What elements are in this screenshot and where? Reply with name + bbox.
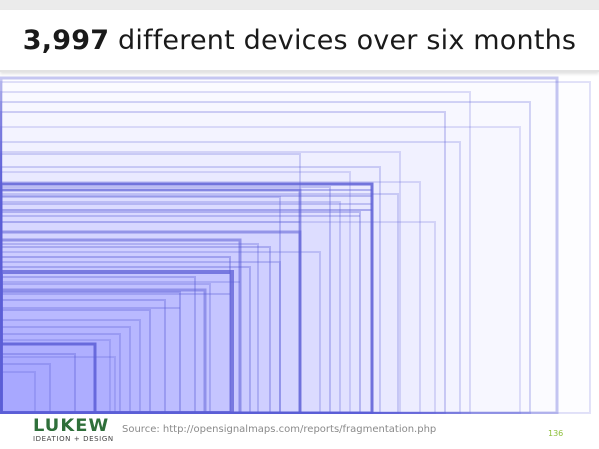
- slide-title: 3,997 different devices over six months: [23, 25, 576, 56]
- lukew-logo: LUKEW IDEATION + DESIGN: [33, 417, 117, 445]
- logo-wordmark: LUKEW: [33, 416, 110, 436]
- title-text: different devices over six months: [109, 24, 577, 56]
- title-device-count: 3,997: [22, 24, 110, 56]
- logo-tagline: IDEATION + DESIGN: [33, 435, 114, 443]
- device-screen-sizes-diagram: [0, 76, 591, 414]
- top-rule: [0, 0, 599, 10]
- device-screen-box: [0, 288, 207, 414]
- slide-number: 136: [548, 429, 564, 438]
- source-citation: Source: http://opensignalmaps.com/report…: [122, 424, 437, 435]
- device-screen-box: [0, 243, 259, 414]
- title-bar: 3,997 different devices over six months: [0, 10, 599, 72]
- footer: LUKEW IDEATION + DESIGN Source: http://o…: [0, 414, 599, 449]
